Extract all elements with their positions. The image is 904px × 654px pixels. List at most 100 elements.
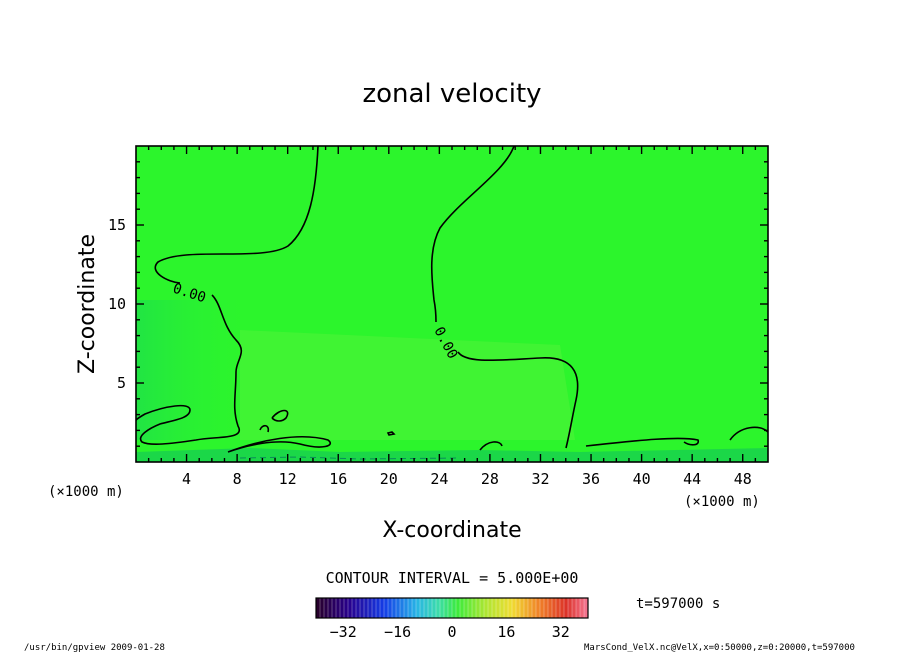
time-label: t=597000 s (636, 596, 720, 612)
colorbar-cell (416, 598, 421, 618)
colorbar-cell (568, 598, 573, 618)
colorbar-cell (472, 598, 477, 618)
colorbar-cell (384, 598, 389, 618)
footer-left: /usr/bin/gpview 2009-01-28 (24, 643, 165, 653)
colorbar-cell (508, 598, 513, 618)
colorbar-cell (552, 598, 557, 618)
colorbar-tick-label: −16 (384, 623, 411, 641)
colorbar-cell (376, 598, 381, 618)
colorbar-cell (432, 598, 437, 618)
colorbar-cell (400, 598, 405, 618)
chart-title: zonal velocity (362, 79, 541, 109)
contour-zero-right (430, 145, 579, 449)
colorbar-cell (380, 598, 385, 618)
colorbar-cell (364, 598, 369, 618)
colorbar-cell (392, 598, 397, 618)
colorbar-cell (536, 598, 541, 618)
colorbar-cell (580, 598, 585, 618)
colorbar-cell (528, 598, 533, 618)
x-axis-ticks (147, 146, 757, 462)
colorbar-cell (500, 598, 505, 618)
colorbar-cell (388, 598, 393, 618)
colorbar-cell (468, 598, 473, 618)
colorbar (315, 598, 589, 618)
colorbar-cell (356, 598, 361, 618)
colorbar-cell (572, 598, 577, 618)
field-shade-left (136, 300, 256, 440)
contour-zero-left (135, 145, 319, 445)
colorbar-cell (540, 598, 545, 618)
contour-lines (135, 145, 769, 453)
colorbar-cell (564, 598, 569, 618)
colorbar-cell (328, 598, 333, 618)
colorbar-cell (548, 598, 553, 618)
colorbar-tick-label: 16 (497, 623, 515, 641)
colorbar-cell (556, 598, 561, 618)
colorbar-cell (512, 598, 517, 618)
x-tick-label: 36 (582, 470, 600, 488)
colorbar-cell (492, 598, 497, 618)
colorbar-cell (428, 598, 433, 618)
colorbar-cell (408, 598, 413, 618)
x-tick-label: 32 (531, 470, 549, 488)
y-tick-label: 10 (108, 295, 126, 313)
colorbar-cell (452, 598, 457, 618)
x-axis-unit-right: (×1000 m) (684, 494, 760, 510)
colorbar-cell (368, 598, 373, 618)
colorbar-tick-label: 32 (552, 623, 570, 641)
x-tick-label: 48 (734, 470, 752, 488)
x-tick-label: 12 (279, 470, 297, 488)
contour-bottom (227, 409, 769, 453)
colorbar-cell (480, 598, 485, 618)
colorbar-cell (344, 598, 349, 618)
colorbar-cell (316, 598, 321, 618)
x-tick-label: 20 (380, 470, 398, 488)
colorbar-tick-label: 0 (447, 623, 456, 641)
colorbar-cell (460, 598, 465, 618)
colorbar-cell (496, 598, 501, 618)
colorbar-cell (576, 598, 581, 618)
x-tick-label: 24 (430, 470, 448, 488)
colorbar-cell (520, 598, 525, 618)
colorbar-cell (348, 598, 353, 618)
footer-right: MarsCond_VelX.nc@VelX,x=0:50000,z=0:2000… (584, 643, 855, 653)
colorbar-cell (336, 598, 341, 618)
colorbar-cell (584, 598, 589, 618)
colorbar-cell (524, 598, 529, 618)
colorbar-cell (332, 598, 337, 618)
colorbar-cell (436, 598, 441, 618)
colorbar-cell (340, 598, 345, 618)
colorbar-cell (484, 598, 489, 618)
colorbar-cell (404, 598, 409, 618)
x-tick-labels: 4 8 12 16 20 24 28 32 36 40 44 48 (182, 470, 752, 488)
colorbar-cell (532, 598, 537, 618)
field-bottom-dashed (239, 456, 461, 460)
colorbar-cell (320, 598, 325, 618)
x-tick-label: 44 (683, 470, 701, 488)
colorbar-cell (464, 598, 469, 618)
y-tick-label: 15 (108, 216, 126, 234)
colorbar-cell (360, 598, 365, 618)
colorbar-cell (560, 598, 565, 618)
y-axis-label: Z-coordinate (75, 234, 100, 374)
colorbar-cell (516, 598, 521, 618)
colorbar-tick-label: −32 (330, 623, 357, 641)
x-tick-label: 16 (329, 470, 347, 488)
y-tick-labels: 5 10 15 (108, 216, 126, 392)
x-tick-label: 4 (182, 470, 191, 488)
colorbar-cell (352, 598, 357, 618)
colorbar-cell (448, 598, 453, 618)
x-axis-label: X-coordinate (382, 518, 521, 543)
x-tick-label: 40 (633, 470, 651, 488)
field-shade-center (240, 330, 575, 440)
y-axis-ticks (136, 161, 768, 447)
y-tick-label: 5 (117, 374, 126, 392)
colorbar-cell (504, 598, 509, 618)
colorbar-frame (315, 597, 589, 619)
x-axis-unit-left: (×1000 m) (48, 484, 124, 500)
colorbar-cell (488, 598, 493, 618)
contour-interval: CONTOUR INTERVAL = 5.000E+00 (326, 569, 579, 587)
colorbar-cell (372, 598, 377, 618)
